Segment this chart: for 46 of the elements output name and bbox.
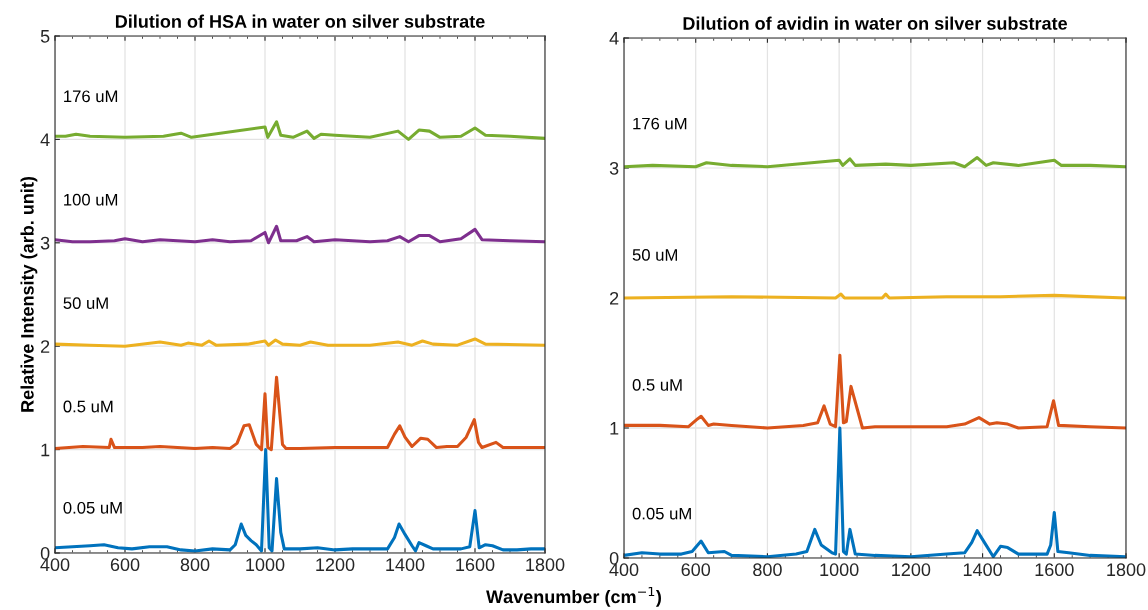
x-tick-label: 1000 [820,563,859,577]
text: 100 uM [64,193,118,206]
text: 0.05 uM [63,501,122,514]
x-tick-label: 1800 [526,558,565,572]
y-axis-title: Relative Intensity (arb. unit) [20,177,38,412]
line-series [55,375,545,452]
x-axis-title: Wavenumber (cm$^{−1}$) [486,586,661,607]
text: 176 uM [64,90,118,103]
x-tick-label: 400 [40,558,70,572]
x-tick-label: 600 [681,563,711,577]
y-tick-label: 2 [41,340,50,353]
y-tick-label: 4 [609,32,619,45]
y-tick-label: 0 [609,551,619,565]
x-tick-label: 1200 [316,558,355,572]
series-label: 0.05 uM [632,507,691,520]
series-label: 0.5 uM [632,379,682,391]
chart-title: Dilution of HSA in water on silver substrate [115,14,485,28]
x-tick-label: 1400 [386,558,425,572]
x-tick-label: 1800 [1107,563,1146,577]
x-tick-label: 1200 [892,563,931,577]
x-tick-label: 600 [110,558,140,572]
x-tick-label: 800 [753,563,782,577]
y-tick-label: 0 [40,546,50,560]
line-series [55,337,545,348]
x-tick-label: 1600 [456,558,495,572]
y-tick-label: 3 [40,236,50,250]
x-tick-label: 400 [609,563,639,577]
x-tick-label: 800 [180,558,210,572]
chart-title: Dilution of avidin in water on silver substrate [683,16,1068,30]
line-series [55,120,545,141]
text: 176 uM [633,117,687,130]
x-tick-label: 1400 [963,563,1002,577]
text: 50 uM [63,297,108,310]
line-series [55,224,545,245]
text: 50 uM [632,249,677,261]
y-tick-label: 1 [41,443,50,457]
y-tick-label: 3 [609,161,619,175]
series-label: 0.5 uM [63,400,113,413]
x-tick-label: 1600 [1035,563,1074,577]
y-tick-label: 5 [40,30,50,43]
line-series [624,156,1126,169]
x-tick-label: 1000 [246,558,285,572]
line-series [624,353,1126,430]
y-tick-label: 4 [40,133,50,146]
y-tick-label: 2 [610,291,619,305]
y-tick-label: 1 [610,422,619,435]
